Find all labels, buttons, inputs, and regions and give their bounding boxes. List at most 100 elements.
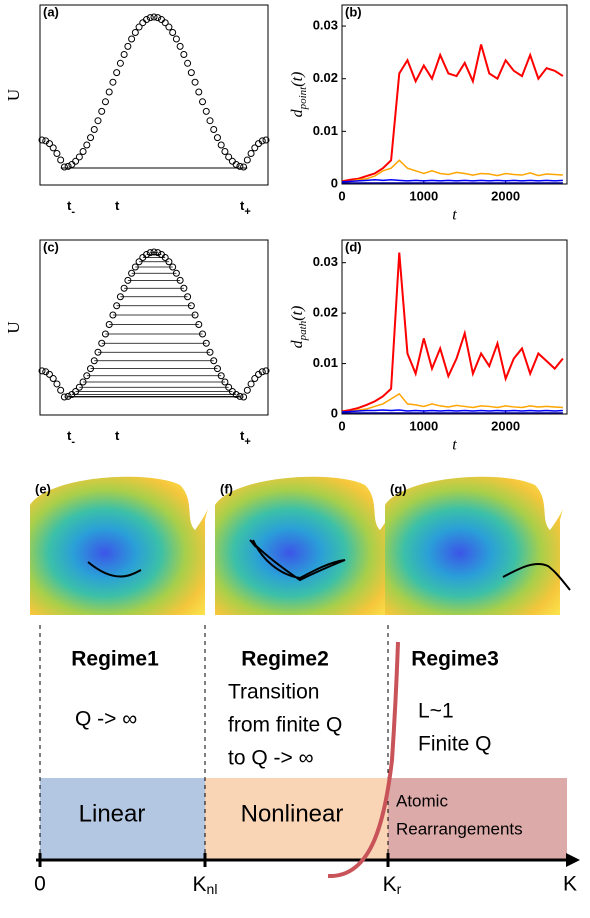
curve-point bbox=[45, 140, 53, 148]
curve-point bbox=[38, 367, 46, 375]
trajectory bbox=[87, 561, 142, 578]
curve-point bbox=[135, 23, 143, 31]
y-axis-label-sub: path bbox=[297, 320, 309, 341]
curve-point bbox=[206, 348, 214, 356]
y-axis-label: dpath(t) bbox=[289, 306, 309, 349]
k-arrow bbox=[566, 853, 580, 867]
curve-point bbox=[90, 126, 98, 133]
curve-point bbox=[176, 276, 184, 284]
curve-point bbox=[232, 160, 240, 168]
curve-point bbox=[187, 69, 195, 77]
curve-point bbox=[120, 51, 128, 58]
curve-point bbox=[247, 150, 255, 157]
x-tick-label-main: t bbox=[67, 428, 72, 443]
curve-point bbox=[150, 13, 158, 21]
y-tick-label: 0.03 bbox=[313, 17, 338, 32]
y-axis-label-tail: (t) bbox=[289, 72, 306, 87]
curve-point bbox=[213, 365, 221, 373]
curve-point bbox=[150, 248, 158, 256]
band-label: Linear bbox=[79, 800, 146, 827]
regime-text: Q -> ∞ bbox=[75, 708, 137, 731]
curve-point bbox=[60, 393, 68, 401]
band-label: Rearrangements bbox=[396, 819, 523, 838]
curve-point bbox=[236, 162, 244, 170]
curve-point bbox=[75, 383, 83, 391]
k-label-sub: r bbox=[397, 881, 402, 897]
curve-point bbox=[146, 249, 154, 257]
curve-point bbox=[57, 386, 65, 394]
regime-text: to Q -> ∞ bbox=[228, 747, 314, 770]
series-line bbox=[341, 409, 563, 413]
curve-point bbox=[191, 78, 199, 86]
curve-point bbox=[240, 163, 248, 171]
curve-point bbox=[131, 28, 139, 36]
curve-point bbox=[98, 339, 106, 347]
y-tick-label: 0.03 bbox=[313, 254, 338, 269]
curve-point bbox=[154, 249, 162, 257]
k-label: 0 bbox=[34, 873, 46, 896]
curve-point bbox=[116, 293, 124, 301]
curve-point bbox=[202, 339, 210, 347]
curve-point bbox=[247, 380, 255, 388]
curve-point bbox=[154, 14, 162, 22]
curve-point bbox=[75, 153, 83, 161]
regime-text: Transition bbox=[228, 681, 319, 704]
series-line bbox=[341, 179, 563, 183]
curve-point bbox=[251, 144, 259, 152]
curve-point bbox=[105, 321, 113, 328]
k-label: Kr bbox=[383, 873, 402, 897]
panel-label: (d) bbox=[345, 239, 362, 254]
curve-point bbox=[172, 269, 180, 277]
k-label-main: K bbox=[383, 873, 397, 896]
curve-point bbox=[143, 16, 151, 24]
curve-point bbox=[120, 284, 128, 292]
x-tick-label: 1000 bbox=[409, 418, 438, 433]
x-axis-label: t bbox=[452, 437, 457, 454]
x-tick-label-sub: + bbox=[244, 206, 250, 218]
curve-point bbox=[217, 372, 225, 380]
curve-point bbox=[128, 269, 136, 277]
curve-point bbox=[83, 141, 91, 149]
x-axis-label: t bbox=[452, 207, 457, 224]
curve-point bbox=[258, 368, 266, 376]
panel-label: (g) bbox=[390, 481, 407, 496]
curve-point bbox=[146, 14, 154, 22]
curve-point bbox=[161, 254, 169, 262]
x-tick-label: 0 bbox=[338, 188, 345, 203]
curve-point bbox=[113, 302, 121, 310]
curve-point bbox=[64, 162, 72, 170]
curve-point bbox=[195, 321, 203, 328]
curve-point bbox=[236, 392, 244, 400]
curve-point bbox=[243, 386, 251, 394]
curve-point bbox=[98, 107, 106, 115]
y-tick-label: 0 bbox=[331, 175, 338, 190]
curve-point bbox=[83, 372, 91, 380]
curve-point bbox=[53, 150, 61, 157]
curve-point bbox=[232, 391, 240, 399]
regime-diagram bbox=[36, 625, 580, 879]
k-label-sub: nl bbox=[207, 881, 218, 897]
y-axis-label-sub: point bbox=[297, 86, 309, 111]
curve-point bbox=[79, 378, 87, 386]
curve-point bbox=[221, 148, 229, 156]
regime-title: Regime1 bbox=[71, 648, 159, 671]
curve-point bbox=[251, 375, 259, 383]
curve-point bbox=[180, 284, 188, 292]
curve-point bbox=[72, 157, 80, 165]
trajectory bbox=[249, 539, 346, 582]
panel-label: (f) bbox=[220, 481, 233, 496]
curve-point bbox=[221, 378, 229, 386]
curve-point bbox=[49, 375, 57, 383]
x-tick-label: t bbox=[115, 198, 120, 213]
regime-text: L~1 bbox=[418, 700, 454, 723]
x-tick-label: t+ bbox=[240, 428, 251, 447]
curve-point bbox=[135, 258, 143, 266]
y-tick-label: 0.01 bbox=[313, 355, 338, 370]
k-label: Knl bbox=[193, 873, 218, 897]
y-axis-label: U bbox=[4, 89, 23, 101]
curve-point bbox=[45, 370, 53, 378]
trajectory bbox=[502, 562, 571, 591]
x-tick-label: t- bbox=[67, 198, 75, 217]
curve-point bbox=[184, 59, 192, 67]
